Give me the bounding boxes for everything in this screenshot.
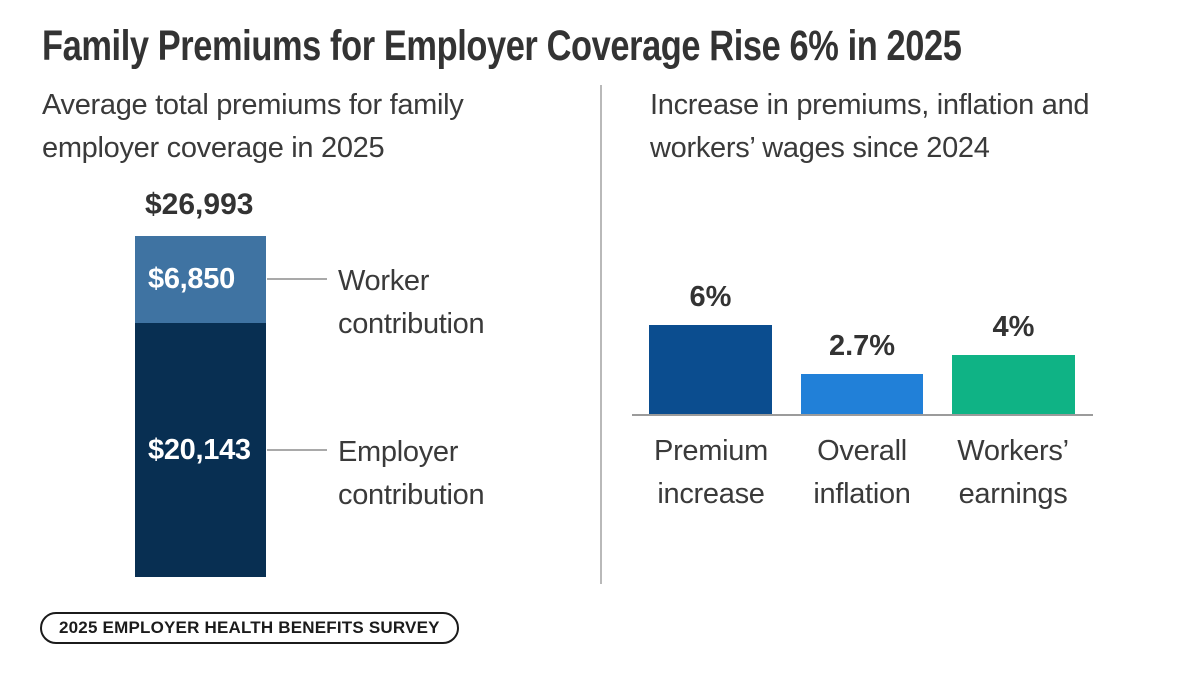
- bar-value-label: 4%: [992, 311, 1035, 343]
- bar-value-label: 2.7%: [828, 330, 896, 362]
- bar-value-label: 6%: [689, 281, 732, 313]
- employer-contribution-segment: $20,143: [135, 323, 266, 577]
- employer-value-label: $20,143: [148, 433, 251, 466]
- left-chart-subtitle: Average total premiums for family employ…: [42, 89, 464, 164]
- stacked-bar: $6,850 $20,143: [135, 236, 266, 577]
- bar-group-overall-inflation: 2.7%: [801, 330, 923, 414]
- x-axis-baseline: [632, 414, 1093, 416]
- survey-badge: 2025 EMPLOYER HEALTH BENEFITS SURVEY: [40, 612, 459, 644]
- employer-connector-line: [267, 449, 327, 451]
- panel-divider: [600, 85, 602, 584]
- worker-contribution-segment: $6,850: [135, 236, 266, 323]
- bar-group-workers-earnings: 4%: [952, 311, 1075, 414]
- worker-value-label: $6,850: [148, 263, 235, 295]
- worker-contribution-label: Worker contribution: [338, 265, 485, 340]
- page-title: Family Premiums for Employer Coverage Ri…: [42, 22, 962, 70]
- employer-contribution-label: Employer contribution: [338, 436, 485, 511]
- total-value-label: $26,993: [145, 188, 254, 221]
- bar-premium-increase: [649, 325, 772, 414]
- right-chart-subtitle: Increase in premiums, inflation and work…: [650, 89, 1090, 164]
- bar-overall-inflation: [801, 374, 923, 414]
- bar-category-label-overall-inflation: Overall inflation: [813, 435, 911, 510]
- bar-group-premium-increase: 6%: [649, 281, 772, 414]
- bar-chart-plot-area: 6% 2.7% 4%: [632, 250, 1093, 416]
- bar-workers-earnings: [952, 355, 1075, 414]
- bar-category-label-premium-increase: Premium increase: [654, 435, 768, 510]
- worker-connector-line: [267, 278, 327, 280]
- bar-category-label-workers-earnings: Workers’ earnings: [957, 435, 1069, 510]
